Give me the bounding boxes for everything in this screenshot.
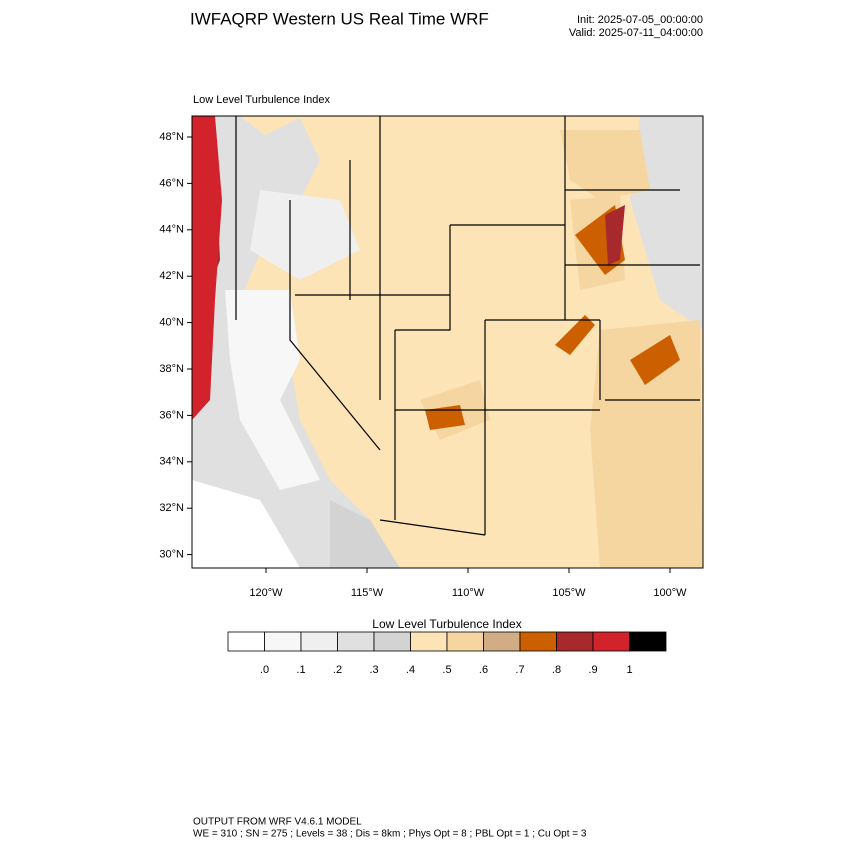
field-area	[250, 190, 360, 280]
field-area	[192, 116, 400, 568]
field-area	[192, 480, 300, 568]
colorbar-box	[300, 631, 338, 652]
colorbar-box	[556, 631, 594, 652]
colorbar-box	[519, 631, 557, 652]
field-area	[560, 130, 650, 200]
lat-label: 36°N	[159, 409, 184, 421]
colorbar-label: 1	[626, 664, 632, 676]
lat-label: 34°N	[159, 456, 184, 468]
colorbar-box	[410, 631, 448, 652]
state-border	[289, 200, 381, 451]
field-area	[605, 205, 625, 265]
lon-label: 100°W	[653, 587, 687, 599]
footer-line: OUTPUT FROM WRF V4.6.1 MODEL	[193, 817, 362, 828]
state-border	[379, 519, 486, 536]
map: 48°N 46°N 44°N 42°N 40°N 38°N 36°N 34°N 32°N 30°N…	[159, 115, 704, 599]
colorbar: .0 .1 .2 .3 .4 .5 .6 .7 .8 .9 1	[227, 631, 667, 676]
lat-label: 46°N	[159, 177, 184, 189]
colorbar-label: .1	[296, 664, 305, 676]
colorbar-label: .6	[479, 664, 488, 676]
valid-time: Valid: 2025-07-11_04:00:00	[569, 27, 703, 39]
map-frame	[191, 115, 704, 569]
colorbar-label: .2	[333, 664, 342, 676]
colorbar-label: .7	[515, 664, 524, 676]
field-area	[555, 315, 595, 355]
lat-label: 48°N	[159, 131, 184, 143]
field-area	[330, 500, 400, 568]
colorbar-box	[483, 631, 521, 652]
field-area	[630, 335, 680, 385]
colorbar-box	[264, 631, 302, 652]
colorbar-box	[227, 631, 265, 652]
lon-label: 110°W	[452, 587, 485, 599]
colorbar-title: Low Level Turbulence Index	[372, 617, 521, 631]
lat-label: 42°N	[159, 270, 184, 282]
colorbar-label: .4	[406, 664, 415, 676]
footer-line: WE = 310 ; SN = 275 ; Levels = 38 ; Dis …	[193, 829, 587, 840]
field-area	[590, 320, 703, 568]
colorbar-box	[592, 631, 630, 652]
colorbar-label: .9	[588, 664, 597, 676]
map-fields	[192, 116, 703, 568]
colorbar-box	[337, 631, 375, 652]
colorbar-label: .8	[552, 664, 561, 676]
lat-label: 30°N	[159, 549, 184, 561]
lon-label: 120°W	[249, 587, 283, 599]
lat-label: 40°N	[159, 317, 184, 329]
field-area	[225, 290, 320, 490]
colorbar-box	[629, 631, 667, 652]
colorbar-label: .5	[442, 664, 451, 676]
colorbar-label: .0	[260, 664, 269, 676]
colorbar-box	[373, 631, 411, 652]
field-area	[192, 116, 222, 420]
field-area	[630, 116, 703, 330]
lon-label: 115°W	[351, 587, 384, 599]
lat-label: 38°N	[159, 363, 184, 375]
lat-label: 44°N	[159, 224, 184, 236]
field-area	[425, 405, 465, 430]
title: IWFAQRP Western US Real Time WRF	[190, 9, 489, 28]
map-subtitle: Low Level Turbulence Index	[193, 94, 330, 106]
colorbar-box	[446, 631, 484, 652]
init-time: Init: 2025-07-05_00:00:00	[577, 14, 703, 26]
lon-label: 105°W	[552, 587, 586, 599]
lat-label: 32°N	[159, 502, 184, 514]
colorbar-label: .3	[369, 664, 378, 676]
state-border	[395, 225, 451, 331]
